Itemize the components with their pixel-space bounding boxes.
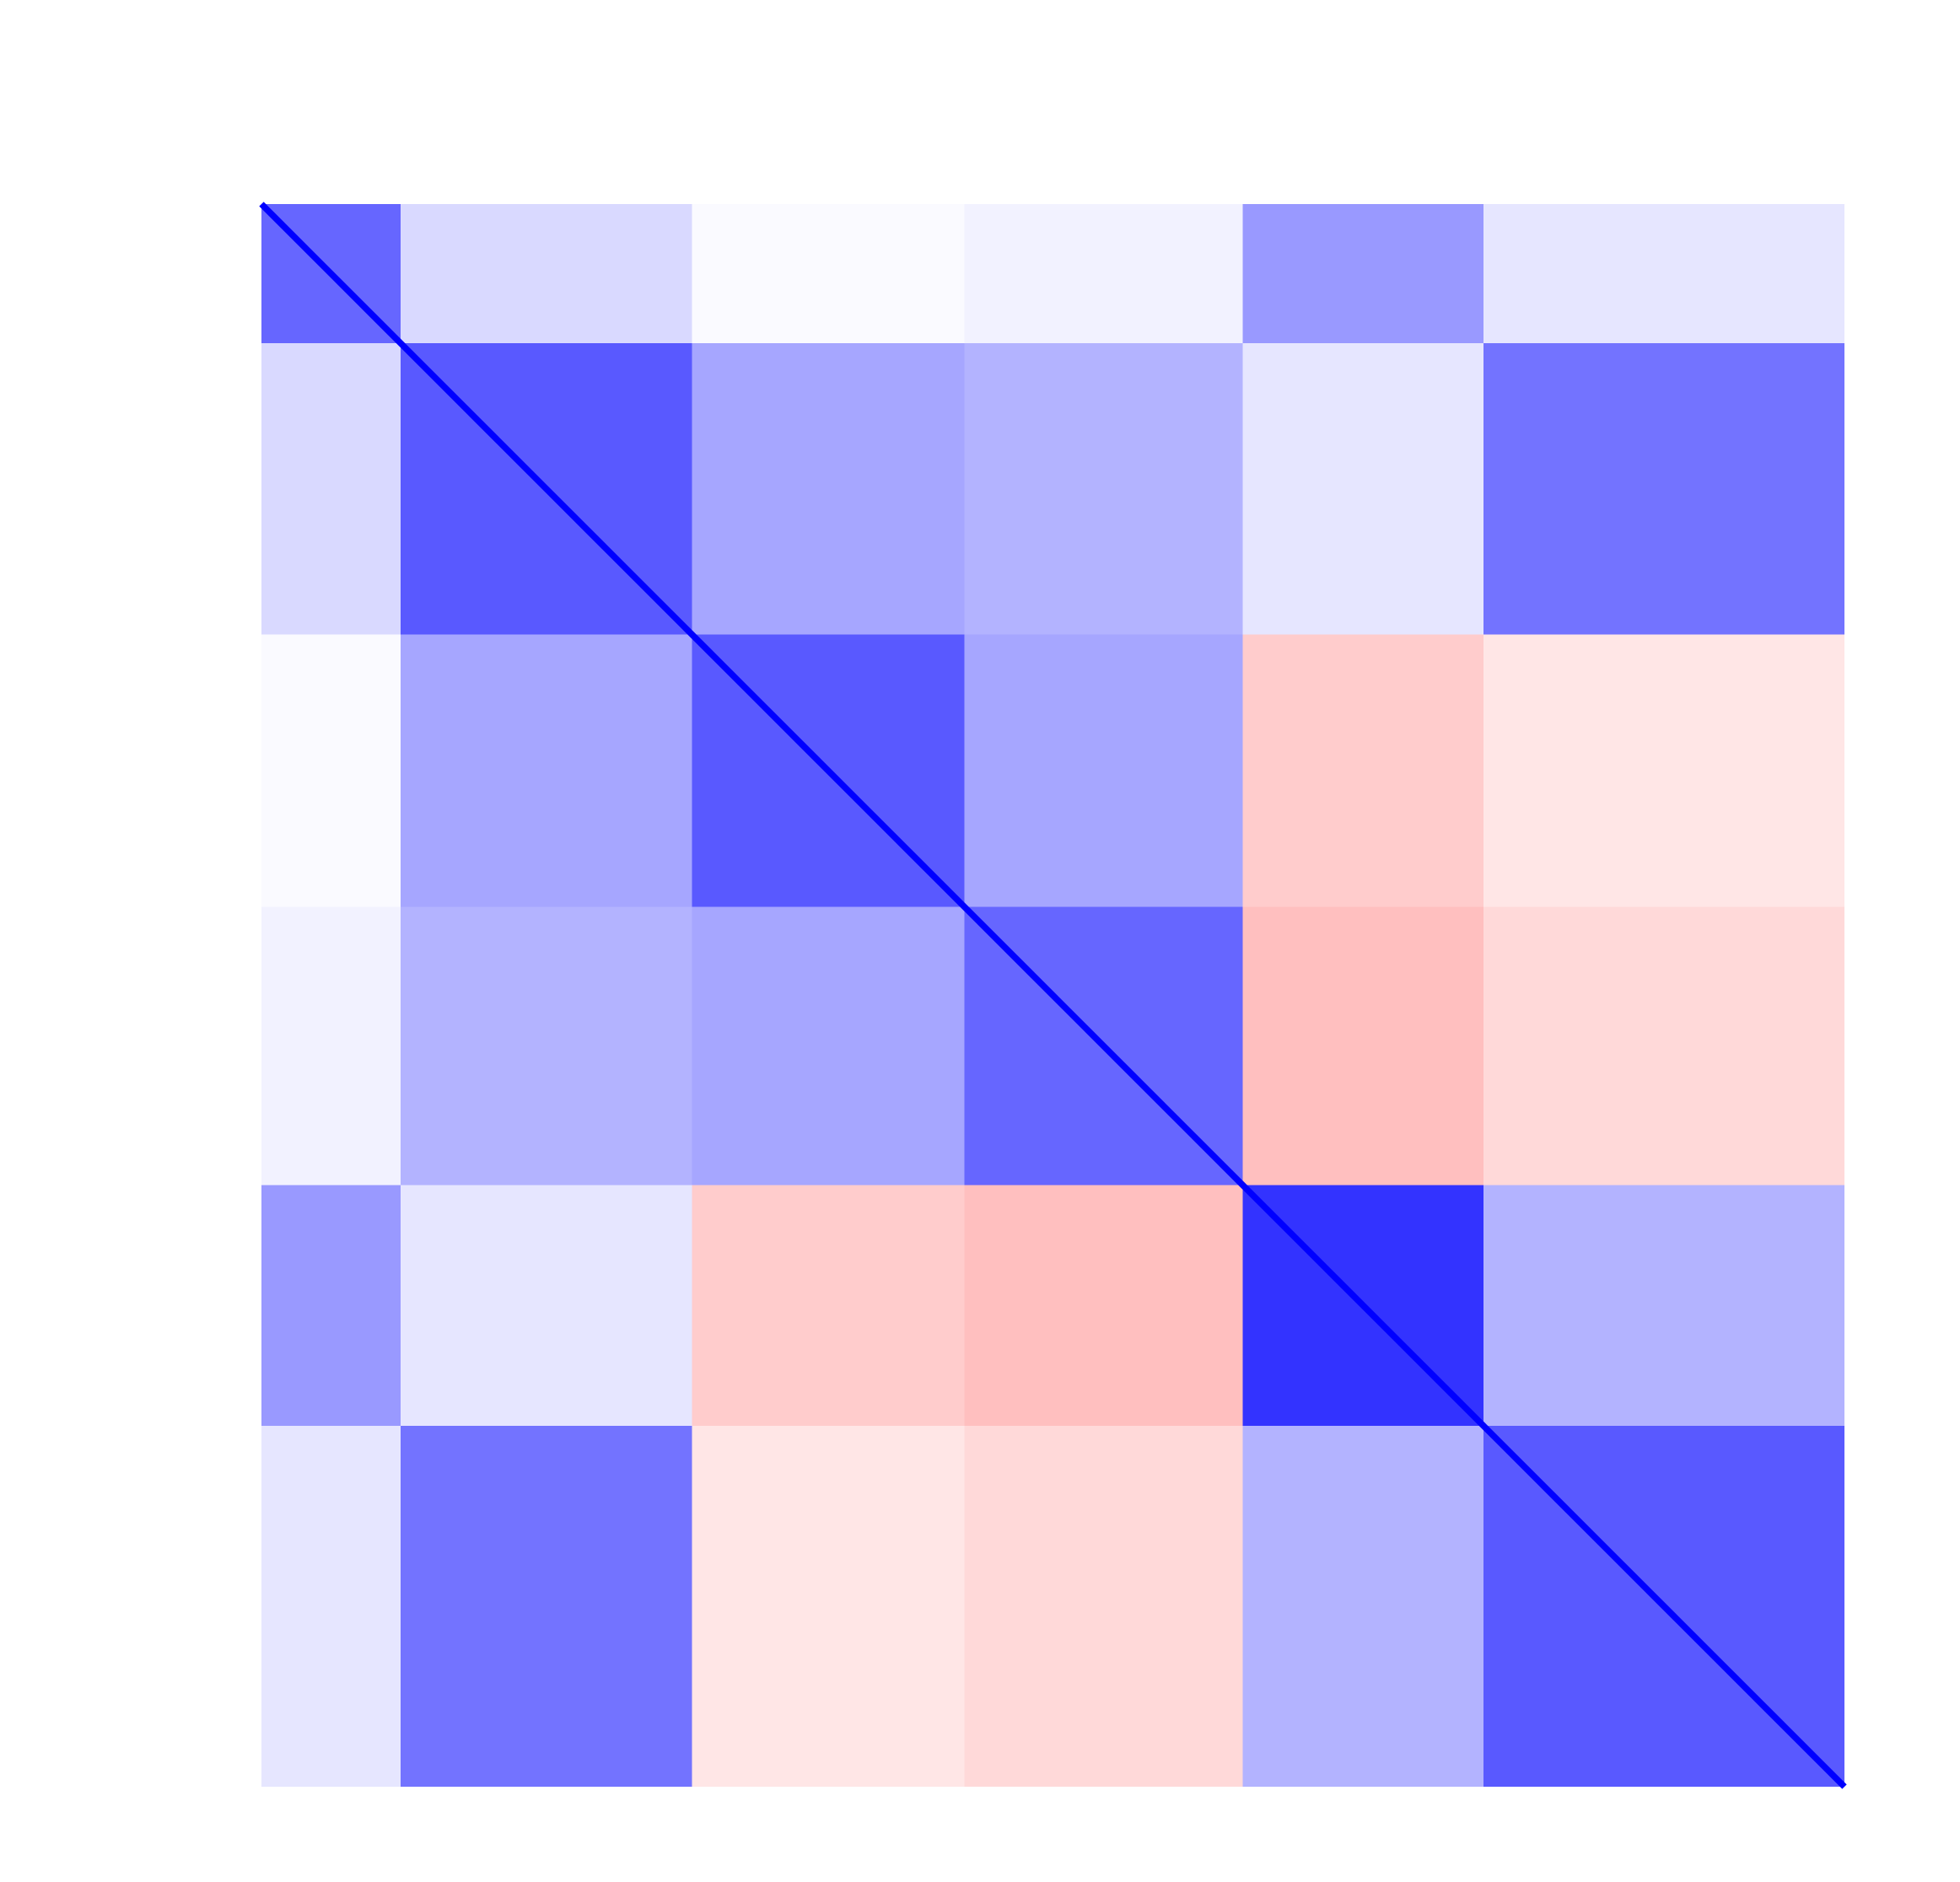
heatmap-block (692, 1426, 965, 1787)
heatmap-block (1242, 204, 1484, 344)
heatmap-block (401, 1185, 692, 1427)
heatmap-block (692, 1185, 965, 1427)
heatmap-block (261, 1426, 401, 1787)
heatmap-block (692, 906, 965, 1186)
heatmap-block (1242, 634, 1484, 907)
heatmap-block (964, 204, 1243, 344)
heatmap-block (1242, 1426, 1484, 1787)
heatmap-block (401, 634, 692, 907)
diagonal (259, 202, 1847, 1789)
heatmap-block (1242, 343, 1484, 635)
heatmap-block (1483, 343, 1844, 635)
heatmap-block (964, 1185, 1243, 1427)
heatmap-block (1483, 906, 1844, 1186)
heatmap-block (261, 343, 401, 635)
heatmap-block (401, 204, 692, 344)
heatmap-block (1483, 1185, 1844, 1427)
heatmap-block (401, 1426, 692, 1787)
heatmap-block (964, 634, 1243, 907)
heatmap-block (964, 1426, 1243, 1787)
heatmap-block (964, 343, 1243, 635)
heatmap-block (261, 1185, 401, 1427)
heatmap-block (1242, 906, 1484, 1186)
heatmap-block (1483, 204, 1844, 344)
heatmap-block (261, 634, 401, 907)
heatmap-block (1483, 634, 1844, 907)
heatmap-block (261, 906, 401, 1186)
heatmap-block (692, 204, 965, 344)
heatmap-block (401, 906, 692, 1186)
heatmap-block (692, 343, 965, 635)
